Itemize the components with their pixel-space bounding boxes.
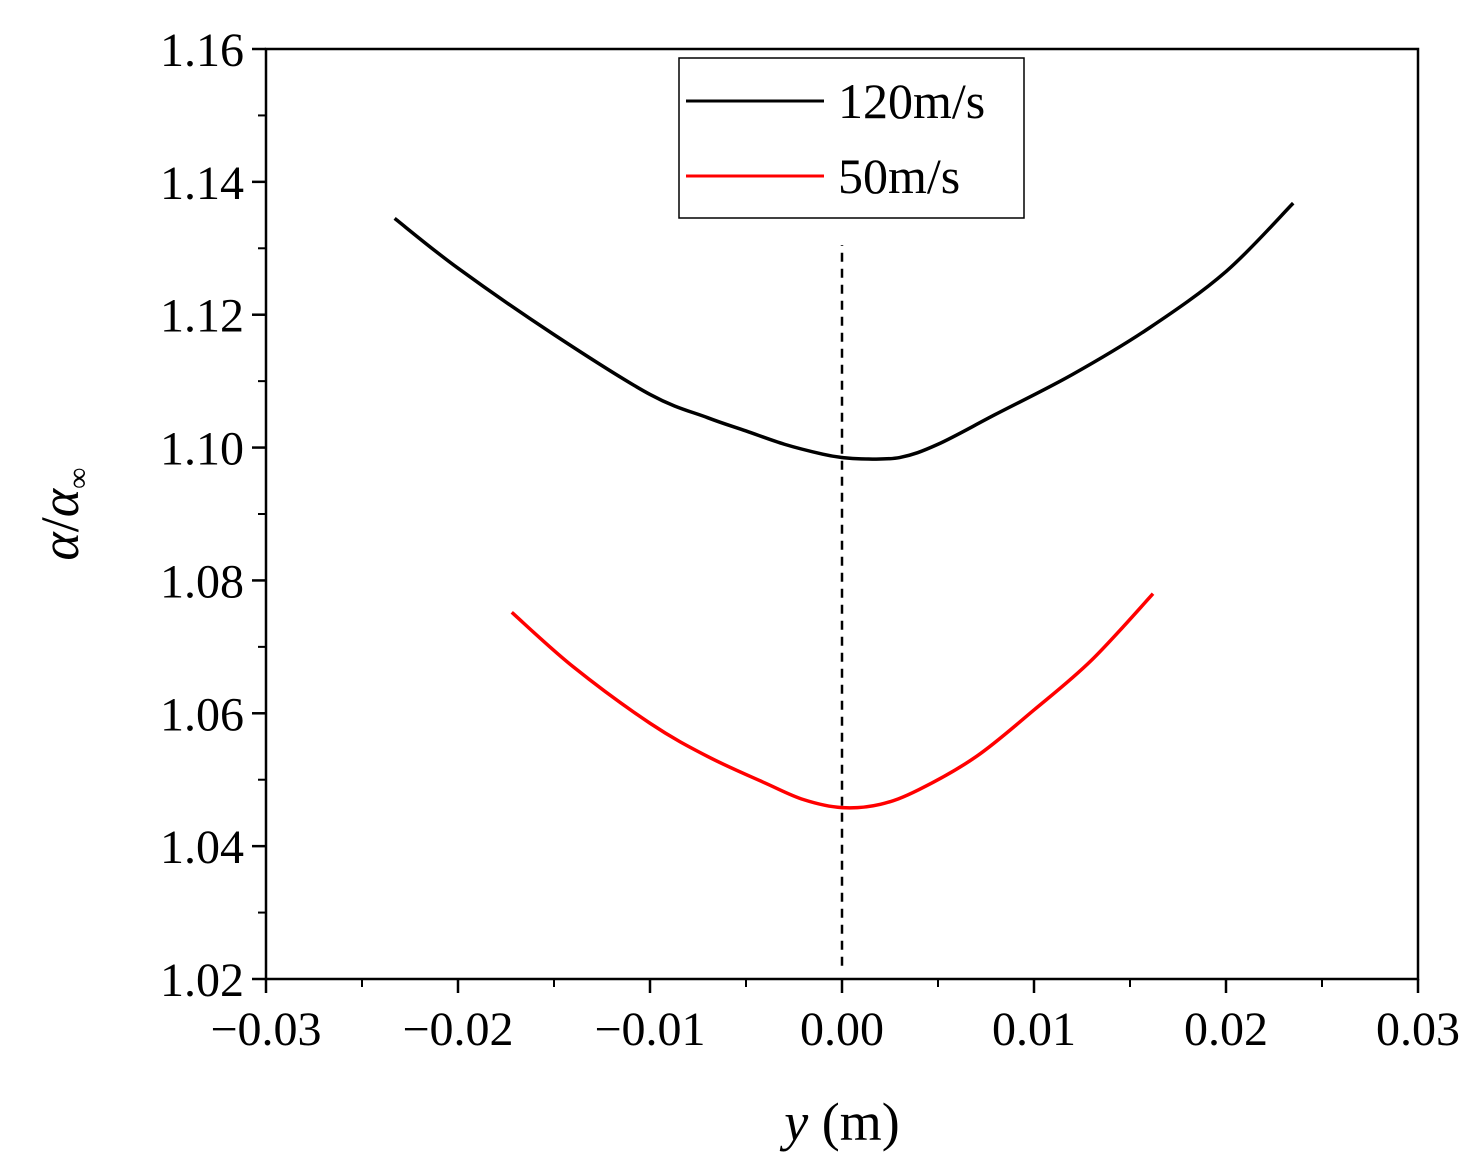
x-tick-label: 0.00: [800, 1003, 884, 1056]
x-tick-label: 0.03: [1376, 1003, 1460, 1056]
y-tick-label: 1.02: [160, 954, 244, 1007]
x-axis-ticks: −0.03 −0.02 −0.01 0.00 0.01 0.02 0.03: [210, 979, 1460, 1056]
y-axis-ticks: 1.02 1.04 1.06 1.08 1.10 1.12 1.14 1.16: [160, 24, 266, 1007]
x-axis-title-var: y: [779, 1092, 808, 1152]
y-axis-title-var: α: [30, 531, 90, 561]
y-tick-label: 1.04: [160, 821, 244, 874]
legend: 120m/s 50m/s: [678, 57, 1025, 219]
legend-label-series-1: 50m/s: [838, 148, 960, 204]
y-tick-label: 1.16: [160, 24, 244, 77]
y-tick-label: 1.10: [160, 423, 244, 476]
y-tick-label: 1.14: [160, 157, 244, 210]
x-tick-label: −0.03: [210, 1003, 321, 1056]
x-tick-label: −0.01: [594, 1003, 705, 1056]
x-axis-title: y (m): [779, 1092, 899, 1152]
series-line-120m-per-s: [393, 201, 1295, 461]
series-line-50m-per-s: [510, 592, 1155, 810]
y-axis-title: α/α∞: [30, 467, 95, 560]
y-axis-title-sep: /: [30, 517, 90, 532]
legend-label-series-0: 120m/s: [838, 73, 985, 129]
x-tick-label: 0.01: [992, 1003, 1076, 1056]
series-group: [393, 201, 1295, 810]
x-tick-label: −0.02: [402, 1003, 513, 1056]
x-tick-label: 0.02: [1184, 1003, 1268, 1056]
y-tick-label: 1.12: [160, 290, 244, 343]
x-axis-title-unit: (m): [808, 1092, 899, 1152]
legend-box: [678, 57, 1025, 219]
y-tick-label: 1.06: [160, 688, 244, 741]
y-axis-title-base: α: [30, 487, 90, 517]
y-axis-title-sub: ∞: [62, 467, 95, 488]
y-tick-label: 1.08: [160, 555, 244, 608]
